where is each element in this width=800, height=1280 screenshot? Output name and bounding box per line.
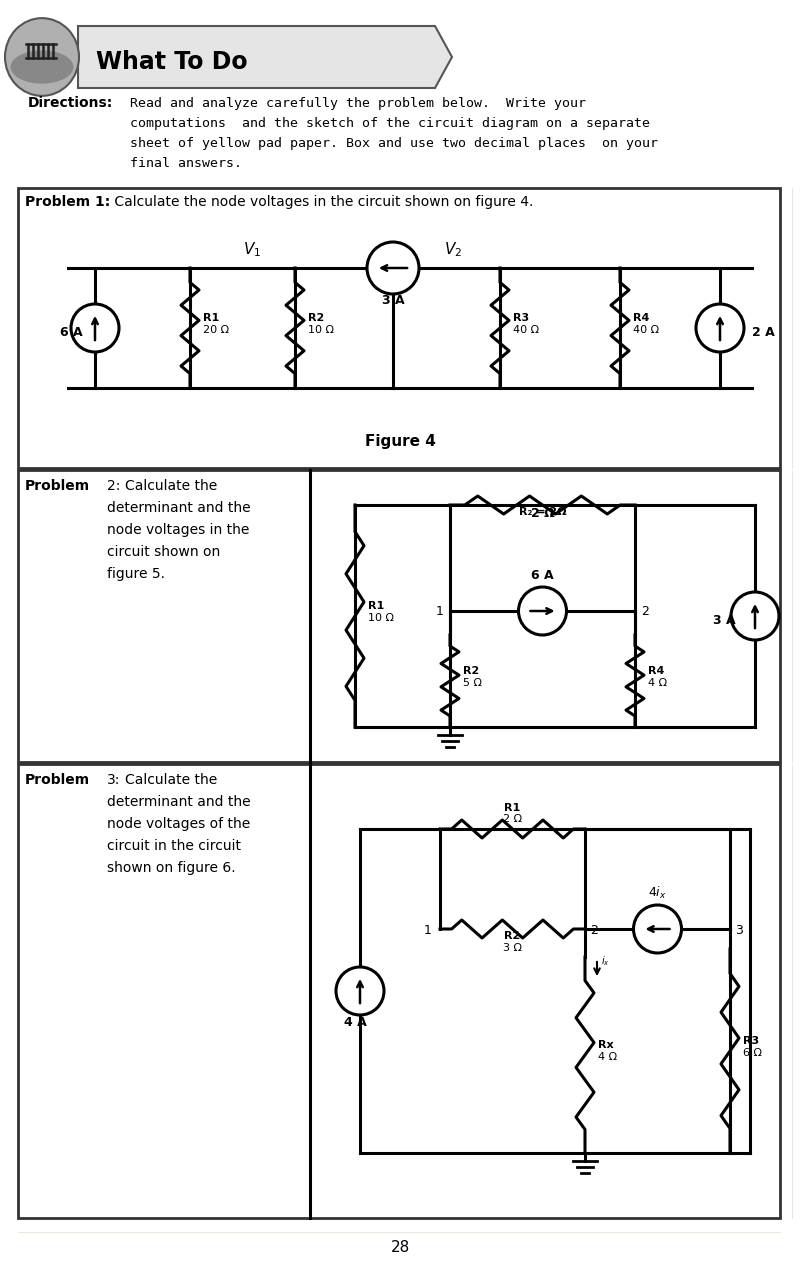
- Text: computations  and the sketch of the circuit diagram on a separate: computations and the sketch of the circu…: [130, 116, 650, 131]
- Text: 2 Ω: 2 Ω: [503, 814, 522, 824]
- Text: 4 Ω: 4 Ω: [648, 678, 667, 689]
- Text: 2: 2: [590, 924, 598, 937]
- Text: node voltages in the: node voltages in the: [107, 524, 250, 538]
- Text: final answers.: final answers.: [130, 157, 242, 170]
- Text: 3:: 3:: [107, 773, 120, 787]
- Text: R1: R1: [504, 803, 521, 813]
- Text: Problem 1:: Problem 1:: [25, 195, 110, 209]
- Text: 28: 28: [390, 1240, 410, 1254]
- Ellipse shape: [10, 50, 74, 83]
- Polygon shape: [78, 26, 452, 88]
- Text: What To Do: What To Do: [96, 50, 248, 74]
- Text: $i_x$: $i_x$: [601, 954, 610, 968]
- Text: 2 A: 2 A: [752, 326, 774, 339]
- Text: Calculate the node voltages in the circuit shown on figure 4.: Calculate the node voltages in the circu…: [110, 195, 534, 209]
- FancyBboxPatch shape: [18, 470, 780, 762]
- Text: 2 Ω: 2 Ω: [530, 507, 554, 520]
- Text: determinant and the: determinant and the: [107, 795, 250, 809]
- Text: sheet of yellow pad paper. Box and use two decimal places  on your: sheet of yellow pad paper. Box and use t…: [130, 137, 658, 150]
- Circle shape: [367, 242, 419, 294]
- Text: R1: R1: [368, 602, 384, 611]
- Text: Figure 4: Figure 4: [365, 434, 435, 449]
- Text: R2: R2: [463, 666, 479, 676]
- Circle shape: [634, 905, 682, 954]
- Text: R4: R4: [648, 666, 664, 676]
- Text: 6 A: 6 A: [531, 570, 554, 582]
- FancyBboxPatch shape: [18, 188, 780, 468]
- Text: figure 5.: figure 5.: [107, 567, 165, 581]
- Text: $V_1$: $V_1$: [243, 241, 261, 259]
- Text: 2:: 2:: [107, 479, 120, 493]
- Text: Calculate the: Calculate the: [125, 773, 218, 787]
- Circle shape: [71, 303, 119, 352]
- Text: 10 Ω: 10 Ω: [368, 613, 394, 623]
- Text: 2: 2: [641, 605, 649, 618]
- Text: Problem: Problem: [25, 479, 90, 493]
- Text: $V_2$: $V_2$: [444, 241, 462, 259]
- Text: R1: R1: [203, 314, 219, 323]
- Ellipse shape: [5, 18, 79, 96]
- Text: R2: R2: [308, 314, 324, 323]
- Text: 6 A: 6 A: [60, 326, 82, 339]
- Text: 3 Ω: 3 Ω: [503, 943, 522, 954]
- Text: 3 A: 3 A: [713, 614, 736, 627]
- Circle shape: [731, 591, 779, 640]
- Text: circuit shown on: circuit shown on: [107, 545, 220, 559]
- Text: 1: 1: [424, 924, 432, 937]
- Text: 6 Ω: 6 Ω: [743, 1048, 762, 1059]
- Text: Read and analyze carefully the problem below.  Write your: Read and analyze carefully the problem b…: [130, 97, 586, 110]
- Text: 1: 1: [436, 605, 444, 618]
- Text: R3: R3: [513, 314, 529, 323]
- Text: 20 Ω: 20 Ω: [203, 325, 229, 335]
- Text: 4 Ω: 4 Ω: [598, 1052, 617, 1062]
- Text: shown on figure 6.: shown on figure 6.: [107, 861, 236, 876]
- Text: 10 Ω: 10 Ω: [308, 325, 334, 335]
- Circle shape: [518, 588, 566, 635]
- Text: 3: 3: [735, 924, 743, 937]
- Text: Problem: Problem: [25, 773, 90, 787]
- Text: R3: R3: [743, 1036, 759, 1046]
- Text: circuit in the circuit: circuit in the circuit: [107, 838, 241, 852]
- Text: R4: R4: [633, 314, 650, 323]
- Text: 4 A: 4 A: [344, 1016, 366, 1029]
- Text: R₂ = 2Ω: R₂ = 2Ω: [518, 507, 566, 517]
- Text: Rx: Rx: [598, 1039, 614, 1050]
- Circle shape: [696, 303, 744, 352]
- Text: Directions:: Directions:: [28, 96, 114, 110]
- Circle shape: [336, 966, 384, 1015]
- Text: $4i_x$: $4i_x$: [648, 884, 667, 901]
- Text: R2: R2: [504, 931, 521, 941]
- Text: 5 Ω: 5 Ω: [463, 678, 482, 689]
- FancyBboxPatch shape: [18, 764, 780, 1219]
- Text: 40 Ω: 40 Ω: [633, 325, 659, 335]
- Text: determinant and the: determinant and the: [107, 500, 250, 515]
- Text: 40 Ω: 40 Ω: [513, 325, 539, 335]
- Text: node voltages of the: node voltages of the: [107, 817, 250, 831]
- Text: Calculate the: Calculate the: [125, 479, 218, 493]
- Text: 3 A: 3 A: [382, 294, 404, 307]
